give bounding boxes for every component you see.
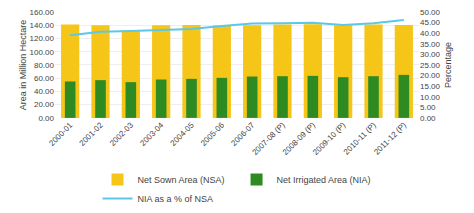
- svg-text:2005-06: 2005-06: [199, 120, 227, 148]
- svg-text:Area in Million Hectare: Area in Million Hectare: [18, 20, 28, 111]
- svg-text:30.00: 30.00: [420, 50, 441, 59]
- svg-text:2009-10 (P): 2009-10 (P): [311, 121, 347, 157]
- svg-text:10.00: 10.00: [420, 93, 441, 102]
- svg-text:Net Sown Area (NSA): Net Sown Area (NSA): [138, 175, 225, 185]
- svg-text:80.00: 80.00: [34, 61, 55, 70]
- svg-text:120.00: 120.00: [30, 34, 55, 43]
- svg-text:20.00: 20.00: [420, 71, 441, 80]
- svg-text:Net Irrigated Area (NIA): Net Irrigated Area (NIA): [277, 175, 371, 185]
- svg-text:Percentage: Percentage: [444, 42, 454, 88]
- svg-text:160.00: 160.00: [30, 8, 55, 17]
- svg-text:100.00: 100.00: [30, 48, 55, 57]
- svg-text:0.00: 0.00: [38, 114, 54, 123]
- svg-text:50.00: 50.00: [420, 8, 441, 17]
- svg-text:2008-09 (P): 2008-09 (P): [281, 121, 317, 157]
- svg-text:60.00: 60.00: [34, 74, 55, 83]
- svg-text:45.00: 45.00: [420, 18, 441, 27]
- svg-text:2006-07: 2006-07: [229, 120, 257, 148]
- svg-text:40.00: 40.00: [420, 29, 441, 38]
- svg-text:25.00: 25.00: [420, 61, 441, 70]
- svg-text:2002-03: 2002-03: [108, 120, 136, 148]
- svg-text:2007-08 (P): 2007-08 (P): [251, 121, 287, 157]
- svg-text:2011-12 (P): 2011-12 (P): [372, 121, 408, 157]
- svg-text:0.00: 0.00: [420, 114, 436, 123]
- svg-text:35.00: 35.00: [420, 40, 441, 49]
- svg-text:2001-02: 2001-02: [78, 120, 106, 148]
- svg-text:140.00: 140.00: [30, 21, 55, 30]
- svg-text:NIA as a % of NSA: NIA as a % of NSA: [138, 194, 214, 204]
- svg-text:2004-05: 2004-05: [169, 120, 197, 148]
- svg-text:2003-04: 2003-04: [138, 120, 166, 148]
- svg-text:2000-01: 2000-01: [47, 120, 75, 148]
- svg-text:5.00: 5.00: [420, 103, 436, 112]
- svg-text:20.00: 20.00: [34, 100, 55, 109]
- svg-text:15.00: 15.00: [420, 82, 441, 91]
- svg-text:40.00: 40.00: [34, 87, 55, 96]
- svg-text:2010-11 (P): 2010-11 (P): [342, 121, 378, 157]
